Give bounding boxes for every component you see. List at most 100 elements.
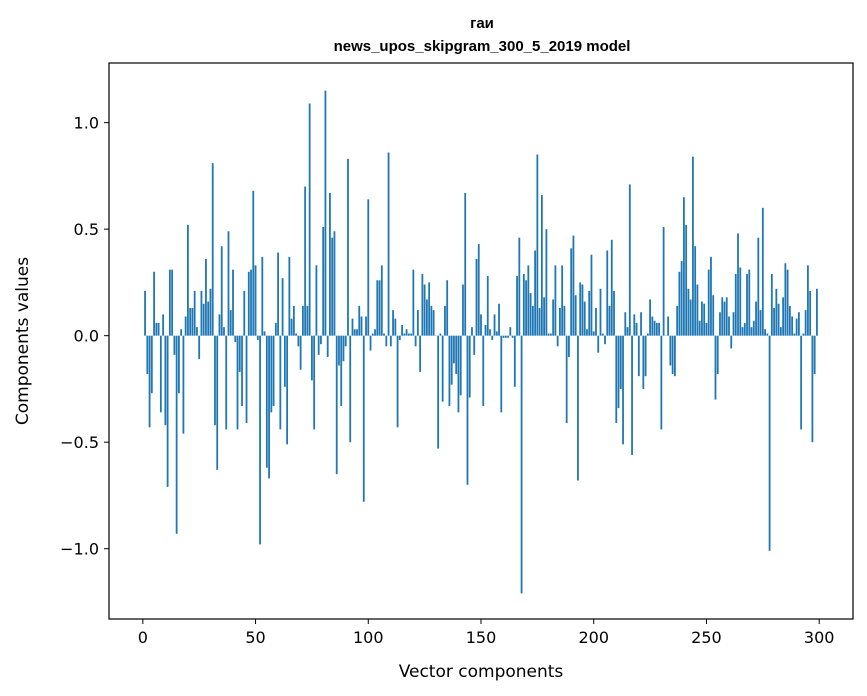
bar bbox=[813, 335, 816, 375]
bar bbox=[739, 267, 742, 336]
bar bbox=[450, 335, 453, 385]
bar bbox=[457, 335, 460, 413]
bar bbox=[671, 335, 674, 375]
bar bbox=[173, 335, 176, 355]
bar bbox=[306, 305, 309, 336]
x-tick-label: 150 bbox=[466, 628, 497, 647]
x-tick-label: 300 bbox=[804, 628, 835, 647]
bar bbox=[202, 303, 205, 336]
bar bbox=[653, 320, 656, 336]
bar bbox=[459, 335, 462, 396]
bar bbox=[340, 335, 343, 406]
bar bbox=[162, 314, 165, 336]
bar bbox=[777, 303, 780, 336]
bar bbox=[468, 335, 471, 398]
bar bbox=[640, 312, 642, 336]
bar bbox=[247, 271, 250, 336]
bar bbox=[721, 297, 724, 336]
bar bbox=[644, 335, 647, 377]
bar bbox=[462, 284, 464, 336]
bar bbox=[764, 329, 766, 336]
bar bbox=[595, 307, 597, 336]
bar bbox=[525, 280, 527, 336]
bar bbox=[290, 318, 293, 336]
bar bbox=[480, 314, 482, 336]
bar bbox=[313, 335, 316, 430]
bar bbox=[394, 318, 397, 336]
bar bbox=[509, 327, 512, 336]
bar bbox=[522, 273, 525, 336]
bar bbox=[755, 301, 757, 336]
bar bbox=[288, 256, 291, 336]
bar bbox=[750, 327, 753, 336]
bar bbox=[324, 90, 327, 336]
bar bbox=[725, 297, 728, 336]
bar bbox=[500, 335, 503, 413]
bar bbox=[362, 335, 365, 502]
bar bbox=[229, 310, 232, 336]
bar bbox=[502, 335, 505, 338]
bar bbox=[543, 297, 546, 336]
bar bbox=[816, 288, 818, 336]
bar bbox=[807, 265, 809, 336]
bar bbox=[475, 258, 478, 336]
bar bbox=[513, 335, 516, 387]
bar bbox=[716, 335, 719, 375]
bar bbox=[556, 335, 559, 347]
bar bbox=[250, 269, 252, 336]
bar bbox=[554, 265, 557, 336]
bar bbox=[338, 335, 340, 366]
bar bbox=[768, 335, 771, 551]
bar bbox=[157, 322, 160, 336]
bar bbox=[205, 258, 207, 336]
bar bbox=[182, 335, 185, 434]
bar bbox=[268, 335, 270, 479]
y-tick-label: −0.5 bbox=[60, 433, 99, 452]
bar bbox=[211, 163, 214, 336]
bar bbox=[189, 307, 192, 336]
bar bbox=[191, 307, 194, 336]
bar bbox=[635, 322, 638, 336]
bar bbox=[150, 335, 153, 394]
bar bbox=[187, 224, 189, 336]
bar bbox=[272, 335, 275, 406]
bar bbox=[811, 335, 814, 443]
bar bbox=[322, 227, 325, 336]
bar bbox=[432, 310, 435, 336]
bar bbox=[286, 335, 289, 445]
bar bbox=[491, 335, 494, 340]
bar bbox=[577, 335, 579, 481]
bar bbox=[633, 314, 636, 336]
x-tick-label: 100 bbox=[353, 628, 384, 647]
bar bbox=[719, 312, 721, 336]
bar bbox=[351, 318, 354, 336]
bar bbox=[315, 265, 318, 336]
bar bbox=[425, 299, 428, 336]
bar bbox=[380, 265, 383, 336]
bar bbox=[356, 329, 358, 336]
bar bbox=[628, 184, 631, 336]
bar bbox=[446, 280, 449, 336]
bar bbox=[144, 290, 146, 336]
bar bbox=[712, 295, 715, 336]
bar bbox=[159, 335, 162, 413]
bar bbox=[761, 207, 764, 336]
bar bbox=[441, 335, 444, 402]
bar bbox=[561, 265, 564, 336]
bar bbox=[198, 335, 201, 360]
bar bbox=[667, 316, 670, 336]
chart-title-line-2: news_upos_skipgram_300_5_2019 model bbox=[334, 38, 631, 55]
bar bbox=[207, 301, 210, 336]
bar bbox=[631, 335, 633, 455]
bar bbox=[218, 314, 221, 336]
chart-title-line-1: гаи bbox=[470, 15, 494, 32]
bar bbox=[148, 335, 151, 428]
bar bbox=[732, 312, 735, 336]
bar bbox=[534, 250, 537, 336]
bar bbox=[588, 290, 591, 336]
bar bbox=[389, 335, 392, 347]
bar bbox=[214, 335, 216, 426]
y-tick-label: 0.5 bbox=[74, 220, 99, 239]
bar bbox=[757, 237, 760, 336]
bar bbox=[369, 335, 372, 351]
